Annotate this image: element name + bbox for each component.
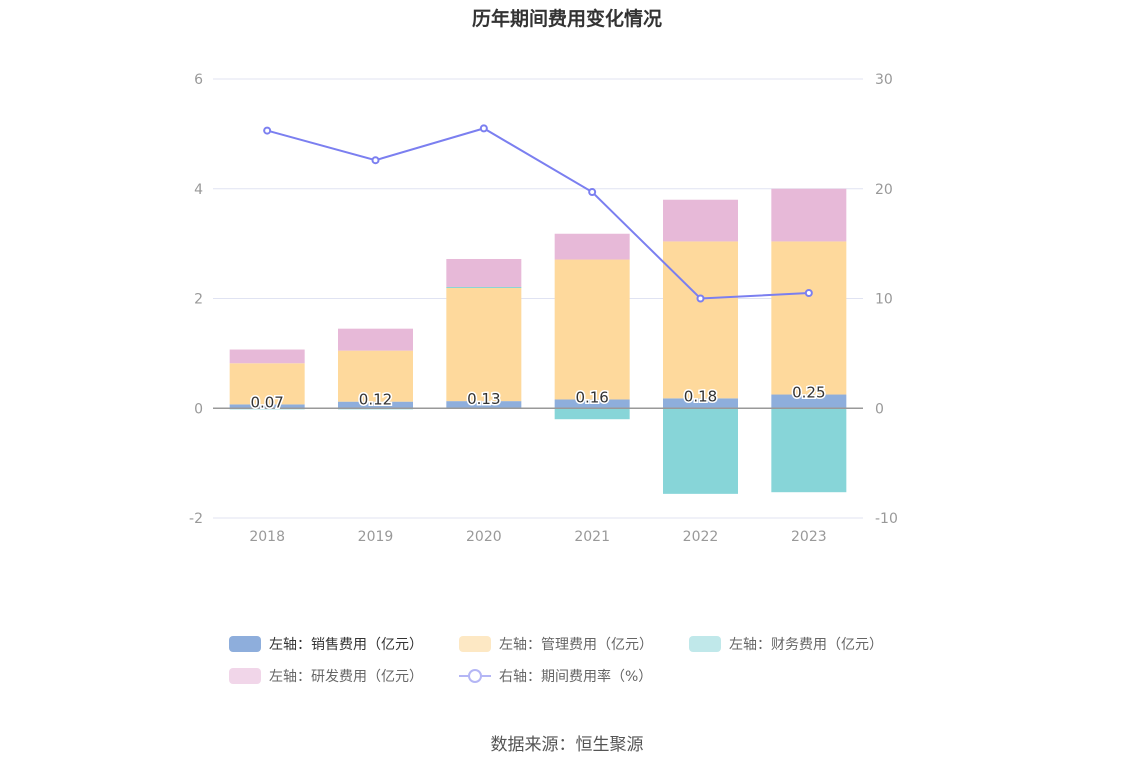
x-tick-label: 2019 [358, 529, 394, 545]
legend-label: 左轴：管理费用（亿元） [499, 637, 653, 653]
right-tick-label: -10 [875, 511, 898, 527]
left-tick-label: 2 [194, 292, 203, 308]
rate-line [266, 127, 809, 300]
right-tick-label: 10 [875, 292, 893, 308]
data-label: 0.12 [359, 391, 392, 409]
legend-swatch-icon [689, 636, 721, 652]
bar-segment[interactable] [771, 408, 847, 493]
legend-label: 左轴：销售费用（亿元） [269, 637, 423, 653]
bar-segment[interactable] [446, 286, 522, 288]
bar-segment[interactable] [338, 328, 413, 351]
bar-segment[interactable] [446, 258, 522, 287]
x-tick-label: 2022 [683, 529, 719, 545]
bar-segment[interactable] [338, 401, 413, 409]
bar-segment[interactable] [663, 408, 738, 494]
left-tick-label: 0 [194, 401, 203, 417]
legend-item[interactable]: 左轴：管理费用（亿元） [459, 634, 653, 654]
bar-segment[interactable] [229, 349, 305, 364]
rate-point[interactable] [588, 188, 597, 197]
x-tick-label: 2020 [466, 529, 502, 545]
x-tick-label: 2021 [574, 529, 610, 545]
data-label: 0.13 [467, 390, 500, 408]
legend-item[interactable]: 左轴：销售费用（亿元） [229, 634, 423, 654]
rate-point[interactable] [263, 126, 272, 135]
left-tick-label: -2 [189, 511, 203, 527]
bar-segment[interactable] [771, 188, 847, 242]
chart-plot: -2 -10 0 0 2 10 4 20 6 30 2018 2019 2020 2021 2022 2023… [189, 72, 898, 545]
legend-swatch-icon [229, 636, 261, 652]
bar-segment[interactable] [229, 404, 305, 409]
legend-item[interactable]: 右轴：期间费用率（%） [459, 666, 652, 686]
bar-segment[interactable] [554, 233, 630, 260]
legend-label: 左轴：研发费用（亿元） [269, 669, 423, 685]
legend-label: 左轴：财务费用（亿元） [729, 637, 883, 653]
x-tick-label: 2023 [791, 529, 827, 545]
rate-point[interactable] [804, 289, 813, 298]
bar-segment[interactable] [554, 399, 630, 409]
data-source: 数据来源：恒生聚源 [490, 735, 644, 755]
bar-segment[interactable] [663, 241, 738, 399]
bar-segment[interactable] [663, 398, 738, 409]
legend-item[interactable]: 左轴：财务费用（亿元） [689, 634, 883, 654]
legend-item[interactable]: 左轴：研发费用（亿元） [229, 666, 423, 686]
bar-segment[interactable] [554, 259, 630, 400]
rate-point[interactable] [479, 124, 488, 133]
legend-swatch-icon [459, 636, 491, 652]
legend-swatch-icon [229, 668, 261, 684]
bar-segment[interactable] [446, 287, 522, 402]
right-tick-label: 30 [875, 72, 893, 88]
rate-point[interactable] [371, 156, 380, 165]
rate-point[interactable] [696, 294, 705, 303]
data-label: 0.16 [575, 388, 608, 406]
bar-segment[interactable] [554, 408, 630, 420]
bar-segment[interactable] [338, 350, 413, 402]
right-tick-label: 20 [875, 182, 893, 198]
data-label: 0.07 [250, 393, 283, 411]
legend-label: 右轴：期间费用率（%） [499, 669, 653, 685]
left-tick-label: 4 [194, 182, 203, 198]
left-tick-label: 6 [194, 72, 203, 88]
bar-segment[interactable] [771, 394, 847, 409]
data-label: 0.25 [792, 384, 825, 402]
chart-title: 历年期间费用变化情况 [471, 8, 662, 30]
bar-segment[interactable] [446, 401, 522, 409]
bar-segment[interactable] [663, 199, 738, 242]
line-marker-icon [459, 668, 491, 684]
data-label: 0.18 [684, 387, 717, 405]
right-tick-label: 0 [875, 401, 884, 417]
x-tick-label: 2018 [249, 529, 285, 545]
bar-segment[interactable] [771, 241, 847, 395]
bar-segment[interactable] [229, 363, 305, 405]
